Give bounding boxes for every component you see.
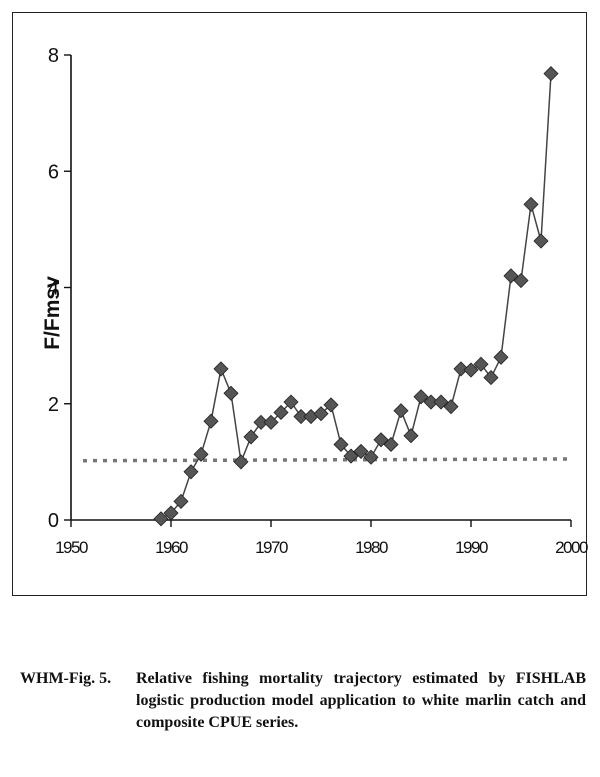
reference-line: [82, 457, 568, 463]
data-point: [313, 406, 329, 422]
caption-label: WHM-Fig. 5.: [20, 670, 112, 687]
y-tick-label: 0: [48, 510, 59, 532]
x-tick-label: 1950: [55, 538, 88, 557]
data-point: [413, 389, 429, 405]
data-point: [433, 394, 449, 410]
data-point: [183, 464, 199, 480]
data-point: [243, 429, 259, 445]
data-point: [403, 428, 419, 444]
data-point: [333, 436, 349, 453]
reference-line-layer: [82, 457, 568, 463]
data-point: [283, 394, 299, 410]
x-tick-label: 1960: [155, 538, 188, 557]
data-point: [323, 397, 339, 413]
data-point: [483, 370, 499, 386]
y-tick-label: 6: [48, 161, 59, 183]
chart-axes: 0 2 4 6 8 1950 1960 1970 1980 1990 2000: [48, 45, 588, 557]
data-point: [233, 454, 249, 470]
data-point: [343, 448, 359, 464]
caption-text: Relative fishing mortality trajectory es…: [136, 670, 586, 731]
x-tick-label: 2000: [555, 538, 588, 557]
y-axis-label: F/Fmsv: [41, 276, 64, 350]
data-point: [213, 361, 229, 377]
y-tick-label: 2: [48, 394, 59, 416]
data-point: [153, 511, 169, 527]
data-point: [543, 66, 559, 82]
data-point: [503, 268, 519, 284]
data-point: [263, 414, 279, 430]
x-tick-label: 1990: [455, 538, 488, 557]
chart-plot: 0 2 4 6 8 1950 1960 1970 1980 1990 2000 F/Fmsv: [41, 45, 588, 557]
data-point: [373, 432, 389, 448]
data-point: [423, 394, 439, 410]
chart-frame: 0 2 4 6 8 1950 1960 1970 1980 1990 2000 F/Fmsv: [12, 12, 588, 596]
data-point: [383, 436, 399, 453]
data-point: [513, 272, 529, 289]
data-point: [473, 356, 489, 372]
data-point: [533, 233, 549, 249]
data-point: [493, 349, 509, 365]
data-point: [193, 446, 209, 462]
data-point: [463, 362, 479, 378]
data-point: [223, 385, 239, 401]
data-point: [203, 413, 219, 429]
data-point: [253, 414, 269, 430]
data-point: [353, 443, 369, 459]
y-tick-label: 4: [48, 278, 59, 300]
data-point: [273, 404, 289, 421]
x-tick-label: 1970: [255, 538, 288, 557]
data-point: [443, 399, 459, 415]
y-tick-label: 8: [48, 45, 59, 67]
series-layer: [153, 66, 559, 527]
data-point: [393, 403, 409, 419]
data-point: [523, 196, 539, 212]
x-tick-label: 1980: [355, 538, 388, 557]
data-point: [453, 361, 469, 377]
data-point: [293, 408, 309, 425]
data-point: [163, 505, 179, 521]
data-point: [173, 493, 189, 509]
data-point: [363, 449, 379, 465]
